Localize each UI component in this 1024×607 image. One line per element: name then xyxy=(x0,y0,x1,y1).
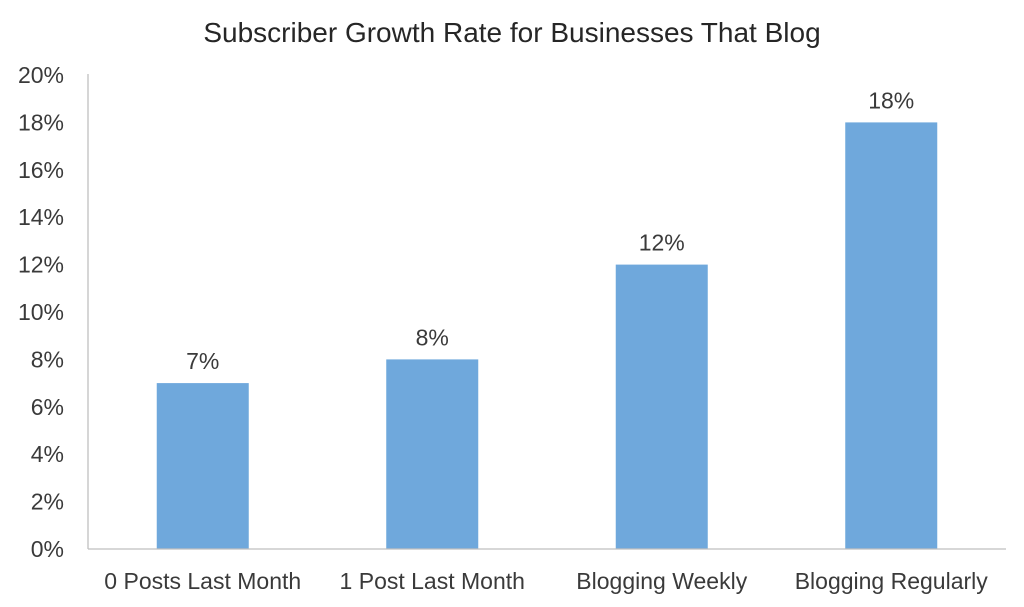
y-tick-label: 12% xyxy=(18,252,64,278)
category-labels-group: 0 Posts Last Month 1 Post Last Month Blogg… xyxy=(104,568,988,594)
category-label: 0 Posts Last Month xyxy=(104,568,301,594)
bar xyxy=(386,359,479,549)
y-axis-ticks: 0% 2% 4% 6% 8% 10% 12% 14% 16% 18% 20% xyxy=(18,62,64,562)
bar xyxy=(845,122,938,550)
data-label: 12% xyxy=(639,230,685,256)
y-tick-label: 8% xyxy=(31,346,64,372)
y-tick-label: 20% xyxy=(18,62,64,88)
chart-title: Subscriber Growth Rate for Businesses Th… xyxy=(203,17,820,48)
y-tick-label: 0% xyxy=(31,536,64,562)
bar xyxy=(156,383,249,549)
data-label: 7% xyxy=(186,348,219,374)
y-tick-label: 4% xyxy=(31,441,64,467)
bar xyxy=(615,264,708,549)
y-tick-label: 10% xyxy=(18,299,64,325)
axes-group xyxy=(87,74,1006,550)
category-label: Blogging Weekly xyxy=(576,568,747,594)
y-tick-label: 16% xyxy=(18,157,64,183)
data-labels-group: 7% 8% 12% 18% xyxy=(186,87,914,374)
y-tick-label: 14% xyxy=(18,204,64,230)
data-label: 18% xyxy=(868,87,914,113)
category-label: Blogging Regularly xyxy=(795,568,989,594)
data-label: 8% xyxy=(416,324,449,350)
category-label: 1 Post Last Month xyxy=(340,568,525,594)
y-tick-label: 2% xyxy=(31,489,64,515)
bars-group xyxy=(156,122,938,550)
y-tick-label: 6% xyxy=(31,394,64,420)
y-tick-label: 18% xyxy=(18,109,64,135)
